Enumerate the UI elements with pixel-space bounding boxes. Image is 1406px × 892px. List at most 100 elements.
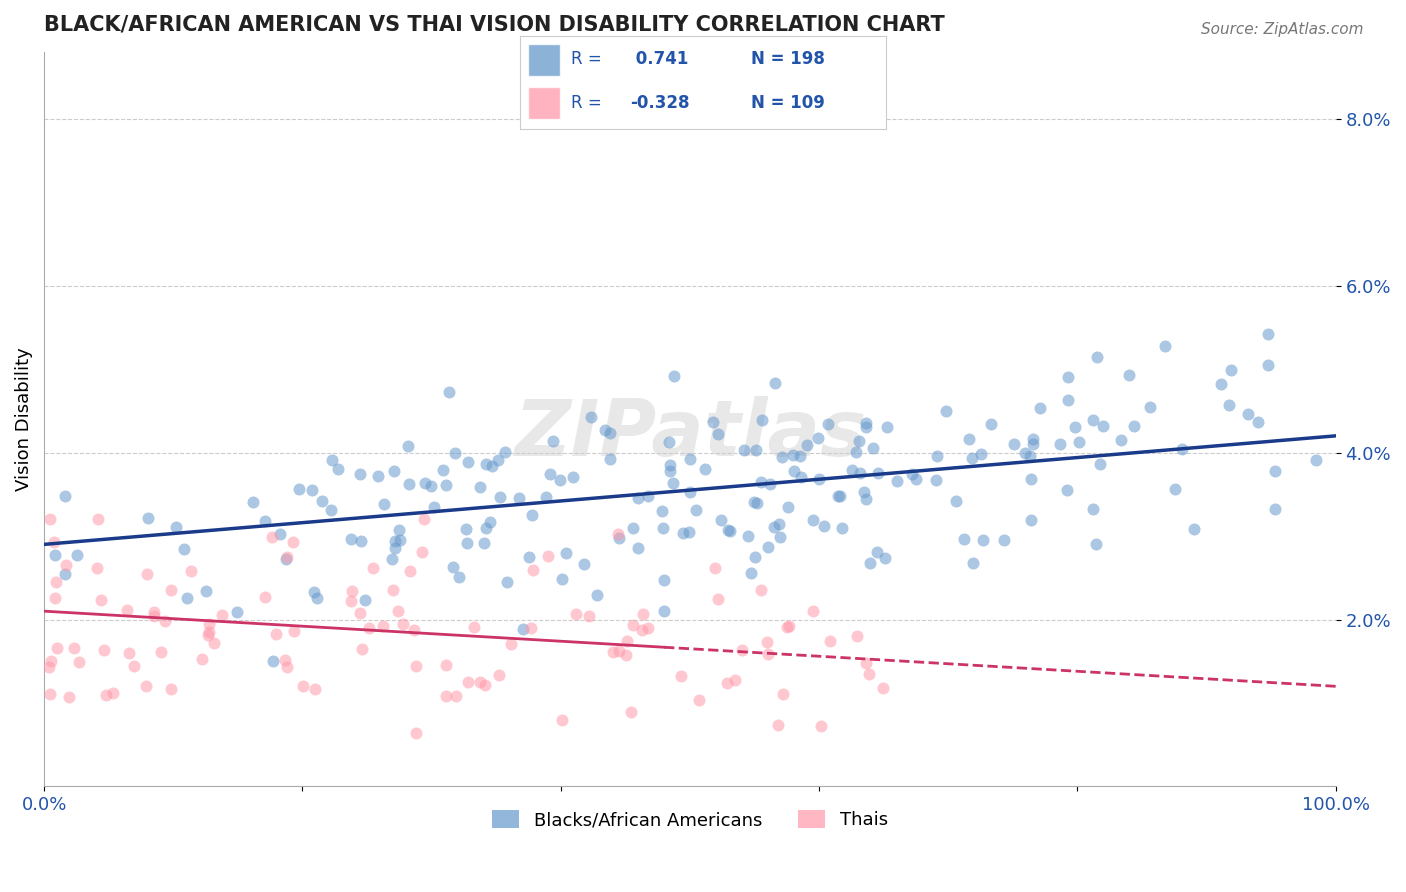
Text: N = 109: N = 109 bbox=[751, 95, 824, 112]
Point bbox=[136, 511, 159, 525]
Point bbox=[873, 551, 896, 566]
Point bbox=[520, 508, 543, 522]
Point bbox=[599, 452, 621, 467]
Point bbox=[658, 464, 681, 478]
Point bbox=[432, 463, 454, 477]
Point bbox=[269, 527, 291, 541]
Point bbox=[768, 517, 790, 532]
Point bbox=[191, 652, 214, 666]
Point bbox=[1264, 501, 1286, 516]
Point bbox=[304, 682, 326, 697]
Point bbox=[602, 645, 624, 659]
Point bbox=[373, 497, 395, 511]
Point bbox=[614, 648, 637, 663]
Point bbox=[1019, 513, 1042, 527]
Point bbox=[274, 653, 297, 667]
Point bbox=[538, 467, 561, 482]
Point bbox=[1049, 436, 1071, 450]
Point bbox=[38, 512, 60, 526]
Point bbox=[1247, 415, 1270, 429]
Point bbox=[662, 368, 685, 383]
Point bbox=[631, 607, 654, 622]
Point bbox=[993, 533, 1015, 547]
Point bbox=[202, 635, 225, 649]
Point bbox=[841, 463, 863, 477]
Point bbox=[744, 495, 766, 509]
Point bbox=[195, 584, 218, 599]
Point bbox=[585, 588, 607, 602]
Point bbox=[1090, 457, 1112, 471]
Point bbox=[572, 557, 595, 571]
Point bbox=[751, 412, 773, 426]
Point bbox=[242, 495, 264, 509]
Point bbox=[522, 563, 544, 577]
Point bbox=[117, 603, 139, 617]
Point bbox=[960, 451, 983, 466]
Point bbox=[402, 624, 425, 638]
Point bbox=[658, 458, 681, 472]
Point bbox=[718, 524, 741, 538]
Point bbox=[496, 574, 519, 589]
Point bbox=[1305, 453, 1327, 467]
Point bbox=[551, 573, 574, 587]
Point bbox=[160, 583, 183, 598]
Point bbox=[744, 549, 766, 564]
Point bbox=[44, 535, 66, 549]
Point bbox=[1237, 408, 1260, 422]
Point bbox=[1122, 418, 1144, 433]
Point bbox=[1019, 472, 1042, 486]
Point bbox=[262, 530, 284, 544]
Point bbox=[283, 624, 305, 638]
Point bbox=[565, 607, 588, 622]
Point bbox=[561, 470, 583, 484]
Point bbox=[855, 491, 877, 506]
Point bbox=[457, 675, 479, 690]
Text: -0.328: -0.328 bbox=[630, 95, 689, 112]
Point bbox=[101, 686, 124, 700]
Point bbox=[724, 673, 747, 688]
Point bbox=[688, 693, 710, 707]
Point bbox=[58, 690, 80, 705]
Point bbox=[763, 376, 786, 390]
Point bbox=[413, 476, 436, 491]
Point bbox=[779, 619, 801, 633]
Point bbox=[537, 549, 560, 564]
Point bbox=[548, 473, 571, 487]
Point bbox=[398, 439, 420, 453]
Point bbox=[695, 461, 717, 475]
Point bbox=[969, 446, 991, 460]
Point bbox=[1029, 401, 1052, 416]
Point bbox=[67, 656, 90, 670]
Point bbox=[176, 591, 198, 606]
Point bbox=[434, 478, 457, 492]
Point bbox=[117, 646, 139, 660]
Point bbox=[475, 457, 498, 471]
Point bbox=[254, 590, 277, 604]
Point bbox=[321, 503, 343, 517]
Point bbox=[1022, 432, 1045, 446]
Point bbox=[534, 491, 557, 505]
Point bbox=[853, 485, 876, 500]
Point bbox=[801, 604, 824, 618]
Point bbox=[1264, 464, 1286, 478]
Point bbox=[94, 688, 117, 702]
Point bbox=[361, 561, 384, 575]
Point bbox=[367, 469, 389, 483]
Point bbox=[637, 489, 659, 503]
Point bbox=[1153, 339, 1175, 353]
Point bbox=[373, 618, 395, 632]
Point bbox=[519, 621, 541, 635]
Point bbox=[710, 513, 733, 527]
Point bbox=[1257, 358, 1279, 372]
Point bbox=[437, 385, 460, 400]
Text: Source: ZipAtlas.com: Source: ZipAtlas.com bbox=[1201, 22, 1364, 37]
Point bbox=[486, 453, 509, 467]
Point bbox=[276, 551, 298, 566]
Point bbox=[846, 629, 869, 643]
Point bbox=[264, 627, 287, 641]
Point bbox=[1083, 413, 1105, 427]
Point bbox=[716, 676, 738, 690]
Point bbox=[413, 512, 436, 526]
Point bbox=[1118, 368, 1140, 382]
Point bbox=[384, 533, 406, 548]
